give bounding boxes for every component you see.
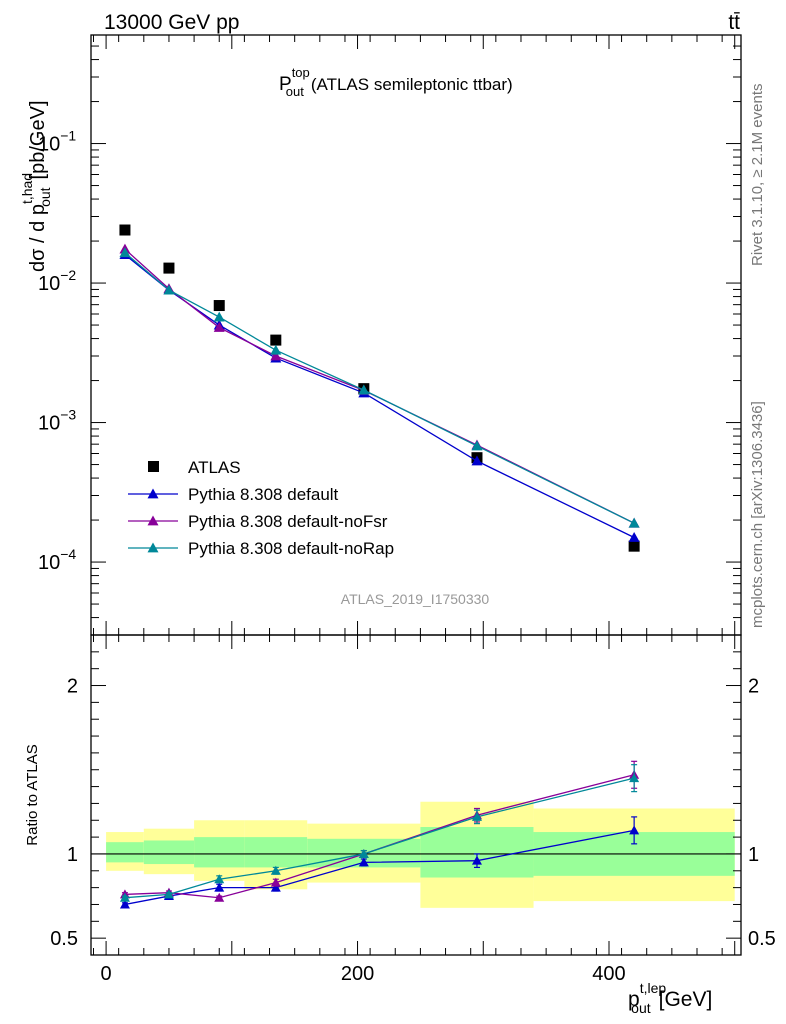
data-point-atlas (119, 224, 131, 236)
legend-label-pythia-8-308-default-norap: Pythia 8.308 default-noRap (188, 539, 394, 558)
data-point-pythia-8-308-default-norap (471, 440, 483, 451)
ratio-y-tick-label-left: 0.5 (50, 928, 78, 950)
ratio-point-pythia-8-308-default-norap (163, 889, 174, 899)
uncertainty-band-inner (244, 837, 308, 868)
ratio-point-pythia-8-308-default (629, 825, 640, 835)
x-tick-label: 400 (592, 963, 625, 985)
main-y-axis-label: dσ / d pt,had out[pb/GeV] (19, 101, 53, 273)
x-tick-label: 0 (101, 963, 112, 985)
ratio-point-pythia-8-308-default-norap (270, 865, 281, 875)
ratio-point-pythia-8-308-default-nofsr (214, 892, 225, 902)
x-tick-label: 200 (341, 963, 374, 985)
data-point-atlas (628, 540, 640, 552)
uncertainty-band-inner (194, 837, 245, 868)
ratio-point-pythia-8-308-default-norap (214, 874, 225, 884)
uncertainty-band-inner (420, 827, 534, 878)
legend-label-pythia-8-308-default-nofsr: Pythia 8.308 default-noFsr (188, 512, 388, 531)
main-plot-area: 10−4 10−3 10−2 10−1 (38, 34, 742, 636)
ratio-point-pythia-8-308-default-norap (119, 892, 130, 902)
ratio-y-tick-label-left: 1 (67, 844, 78, 866)
rivet-label: Rivet 3.1.10, ≥ 2.1M events (749, 84, 766, 267)
series-line-pythia-8-308-default-norap (124, 252, 635, 524)
energy-label: 13000 GeV pp (104, 11, 239, 34)
series-line-pythia-8-308-default-nofsr (124, 248, 635, 524)
legend-marker-atlas (148, 461, 159, 472)
data-point-pythia-8-308-default-norap (358, 384, 370, 395)
ratio-y-tick-label-right: 0.5 (748, 928, 776, 950)
process-label: tt̄ (728, 11, 740, 34)
uncertainty-band-inner (143, 840, 195, 865)
data-point-atlas (213, 300, 225, 312)
y-tick-label: 10−3 (38, 407, 76, 435)
data-point-pythia-8-308-default (628, 531, 640, 542)
data-point-atlas (163, 262, 175, 274)
mcplots-label: mcplots.cern.ch [arXiv:1306.3436] (749, 401, 766, 628)
data-point-pythia-8-308-default-norap (119, 247, 131, 258)
ratio-point-pythia-8-308-default (214, 882, 225, 892)
ratio-point-pythia-8-308-default (270, 882, 281, 892)
ratio-y-tick-label-right: 1 (748, 844, 759, 866)
data-point-atlas (270, 334, 282, 346)
data-point-pythia-8-308-default-norap (270, 344, 282, 355)
ratio-point-pythia-8-308-default-norap (471, 811, 482, 821)
y-tick-label: 10−4 (38, 546, 76, 574)
ratio-point-pythia-8-308-default-norap (629, 773, 640, 783)
legend-marker-pythia-8-308-default-norap (147, 542, 159, 553)
ratio-y-tick-label-right: 2 (748, 676, 759, 698)
ratio-y-tick-label-left: 2 (67, 676, 78, 698)
ratio-y-axis-label: Ratio to ATLAS (24, 744, 41, 845)
main-title-symbol: P (279, 74, 292, 95)
ratio-plot-area: 0 200 400 0.5 0.5 1 1 2 2 (50, 634, 776, 985)
main-title-rest: (ATLAS semileptonic ttbar) (311, 75, 513, 94)
data-point-pythia-8-308-default (471, 455, 483, 466)
main-title-sup: top (292, 65, 310, 80)
ratio-plot-frame (90, 634, 742, 956)
uncertainty-band-inner (106, 842, 144, 863)
y-tick-label: 10−1 (38, 128, 76, 156)
ratio-point-pythia-8-308-default-nofsr (270, 877, 281, 887)
ratio-point-pythia-8-308-default (119, 899, 130, 909)
data-point-pythia-8-308-default-norap (628, 517, 640, 528)
legend-label-pythia-8-308-default: Pythia 8.308 default (188, 485, 339, 504)
data-point-pythia-8-308-default-norap (163, 284, 175, 295)
ratio-point-pythia-8-308-default (358, 857, 369, 867)
legend-marker-pythia-8-308-default (147, 488, 159, 499)
legend-marker-pythia-8-308-default-nofsr (147, 515, 159, 526)
x-axis-label: pt,lep out [GeV] (628, 980, 712, 1016)
data-point-pythia-8-308-default-nofsr (213, 322, 225, 332)
main-title-sub: out (286, 84, 304, 99)
legend: ATLAS Pythia 8.308 default Pythia 8.308 de… (128, 458, 394, 558)
data-point-pythia-8-308-default-nofsr (270, 350, 282, 361)
y-tick-label: 10−2 (38, 267, 76, 295)
ratio-point-pythia-8-308-default (471, 855, 482, 865)
analysis-watermark: ATLAS_2019_I1750330 (341, 591, 490, 607)
ratio-point-pythia-8-308-default-norap (358, 848, 369, 858)
legend-label-atlas: ATLAS (188, 458, 241, 477)
data-point-pythia-8-308-default-norap (213, 311, 225, 322)
main-title: Ptop out (ATLAS semileptonic ttbar) (279, 65, 513, 99)
